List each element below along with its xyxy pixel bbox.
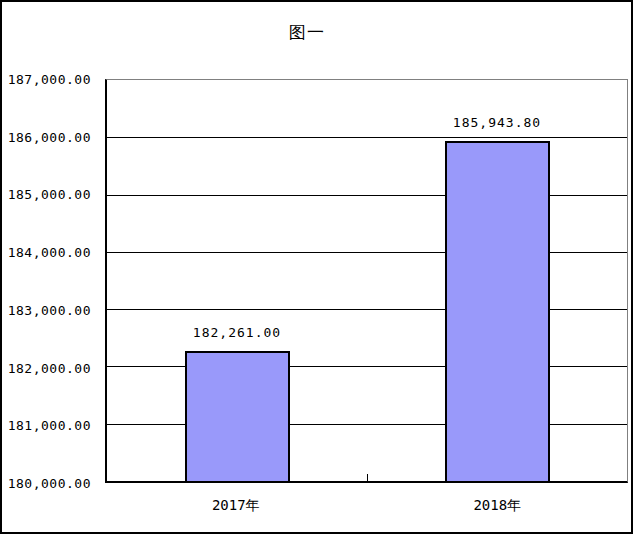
y-axis-tick-label: 183,000.00 xyxy=(8,302,91,317)
y-axis-tick-label: 184,000.00 xyxy=(8,245,91,260)
y-axis-tick-label: 185,000.00 xyxy=(8,187,91,202)
bar-value-label: 182,261.00 xyxy=(157,325,317,340)
plot-area: 182,261.00 185,943.80 xyxy=(105,79,628,483)
y-axis-tick-label: 187,000.00 xyxy=(8,72,91,87)
y-axis-tick-label: 180,000.00 xyxy=(8,476,91,491)
y-axis-tick-label: 186,000.00 xyxy=(8,129,91,144)
y-axis-tick-label: 182,000.00 xyxy=(8,360,91,375)
y-axis-labels: 187,000.00186,000.00185,000.00184,000.00… xyxy=(2,79,99,483)
x-axis-labels: 2017年 2018年 xyxy=(105,497,628,517)
bar-2017年 xyxy=(185,351,290,481)
gridline xyxy=(107,137,627,138)
x-axis-tick-label: 2018年 xyxy=(417,497,577,515)
bar-2018年 xyxy=(445,141,550,481)
chart-title: 图一 xyxy=(2,21,612,44)
bar-value-label: 185,943.80 xyxy=(417,115,577,130)
x-axis-tick xyxy=(367,474,368,481)
bar-chart-figure: 图一 187,000.00 186,000.00 185,000.00 184,000… xyxy=(0,0,633,534)
x-axis-tick-label: 2017年 xyxy=(156,497,316,515)
y-axis-tick-label: 181,000.00 xyxy=(8,418,91,433)
